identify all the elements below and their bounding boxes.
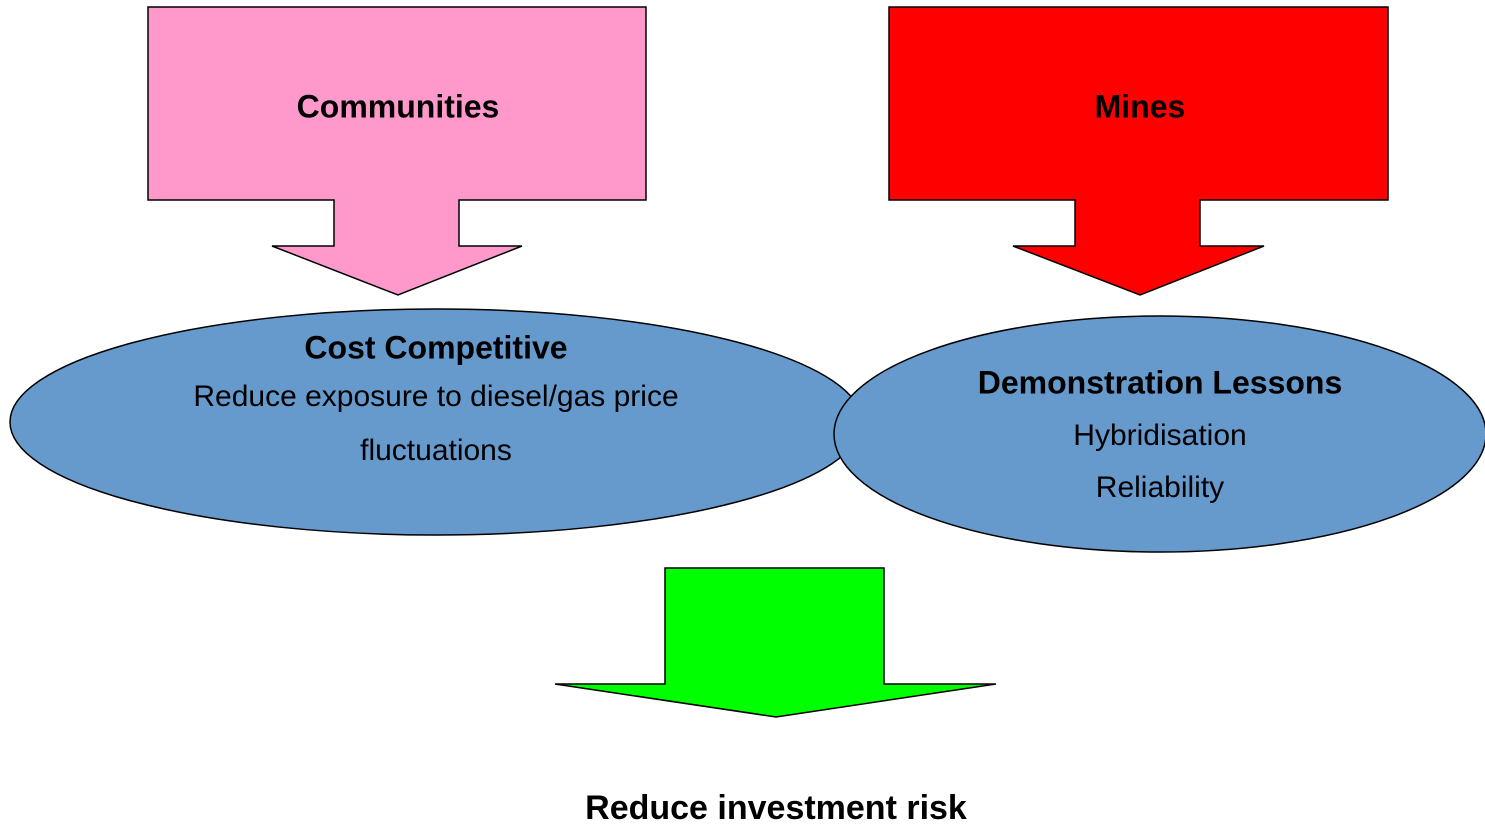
benefit-line: Hybridisation: [1073, 419, 1246, 452]
benefit-title: Demonstration Lessons: [978, 364, 1343, 400]
outcome-label: Reduce investment risk: [585, 789, 967, 827]
source-label: Mines: [1095, 88, 1186, 124]
benefit-title: Cost Competitive: [304, 329, 567, 365]
benefit-line: Reliability: [1096, 471, 1224, 504]
mines-arrow: [888, 6, 1389, 296]
demo-ellipse: [833, 315, 1485, 553]
source-label: Communities: [297, 88, 500, 124]
benefit-line: fluctuations: [360, 434, 512, 467]
communities-arrow: [147, 6, 647, 296]
outcome-arrow: [554, 567, 997, 718]
benefit-line: Reduce exposure to diesel/gas price: [193, 380, 678, 413]
